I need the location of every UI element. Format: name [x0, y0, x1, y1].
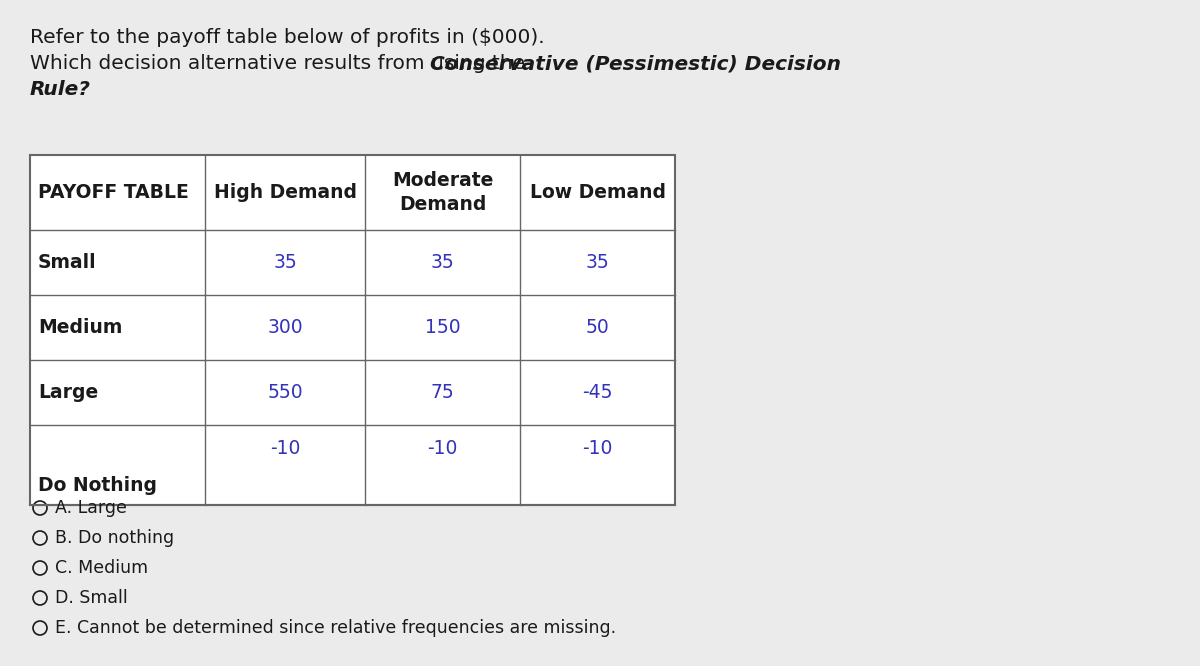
Text: 50: 50 — [586, 318, 610, 337]
Text: Rule?: Rule? — [30, 80, 91, 99]
Text: -10: -10 — [582, 440, 613, 458]
Text: Which decision alternative results from using the: Which decision alternative results from … — [30, 54, 532, 73]
Text: D. Small: D. Small — [55, 589, 127, 607]
Text: 150: 150 — [425, 318, 461, 337]
Text: B. Do nothing: B. Do nothing — [55, 529, 174, 547]
Text: Large: Large — [38, 383, 98, 402]
Text: -10: -10 — [427, 440, 457, 458]
Text: 550: 550 — [268, 383, 302, 402]
Text: -45: -45 — [582, 383, 613, 402]
Text: 35: 35 — [274, 253, 296, 272]
Text: Refer to the payoff table below of profits in ($000).: Refer to the payoff table below of profi… — [30, 28, 545, 47]
Text: 300: 300 — [268, 318, 302, 337]
Text: Moderate
Demand: Moderate Demand — [392, 171, 493, 214]
Text: PAYOFF TABLE: PAYOFF TABLE — [38, 183, 188, 202]
Text: E. Cannot be determined since relative frequencies are missing.: E. Cannot be determined since relative f… — [55, 619, 616, 637]
Text: 75: 75 — [431, 383, 455, 402]
Bar — [30, 155, 674, 505]
Text: Small: Small — [38, 253, 97, 272]
Text: C. Medium: C. Medium — [55, 559, 148, 577]
Text: 35: 35 — [586, 253, 610, 272]
Text: A. Large: A. Large — [55, 499, 127, 517]
Bar — [30, 155, 674, 505]
Text: Conservative (Pessimestic) Decision: Conservative (Pessimestic) Decision — [430, 54, 841, 73]
Text: 35: 35 — [431, 253, 455, 272]
Text: High Demand: High Demand — [214, 183, 356, 202]
Text: Do Nothing: Do Nothing — [38, 476, 157, 495]
Text: Low Demand: Low Demand — [529, 183, 666, 202]
Text: -10: -10 — [270, 440, 300, 458]
Text: Medium: Medium — [38, 318, 122, 337]
